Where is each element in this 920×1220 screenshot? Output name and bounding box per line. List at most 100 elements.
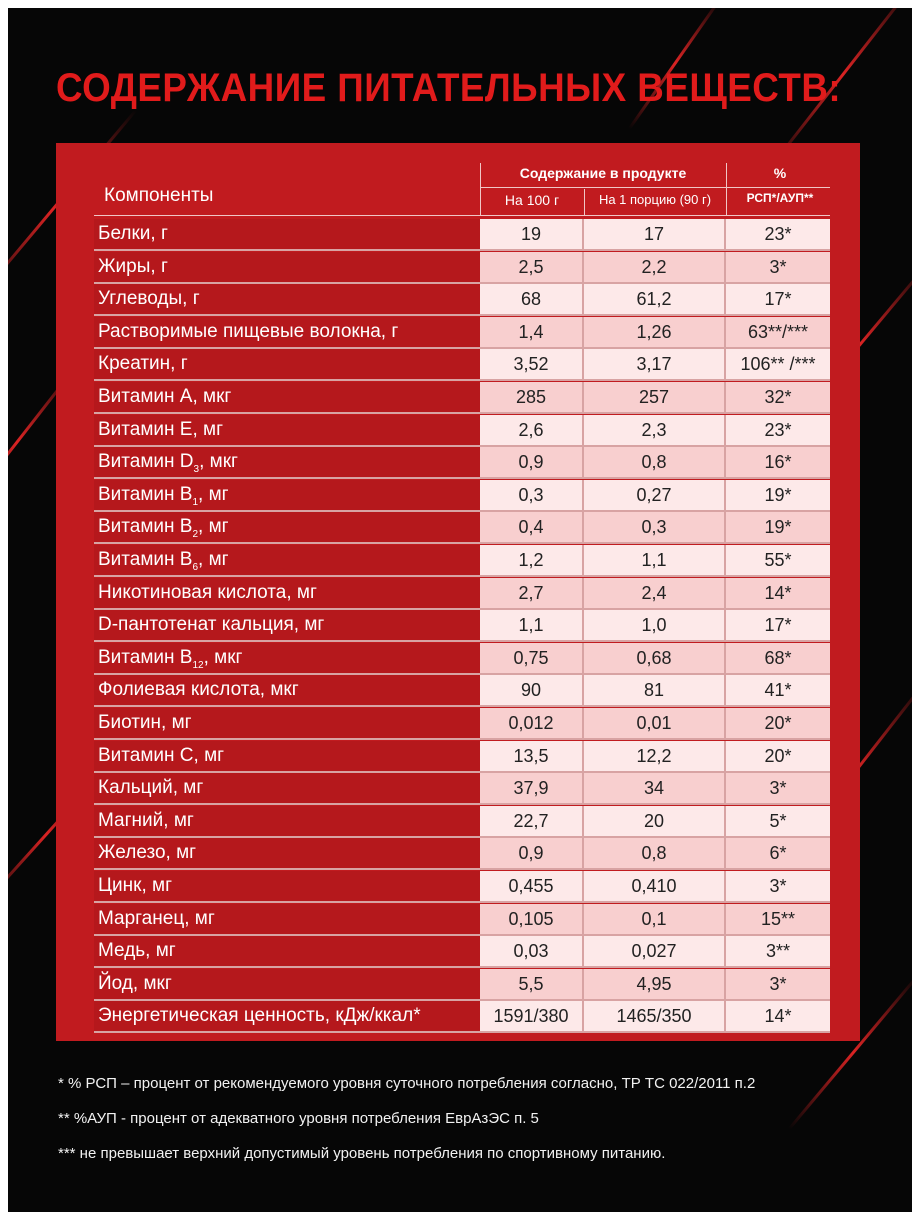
component-name: Витамин B6, мг <box>94 545 480 575</box>
value-per-portion: 1,26 <box>584 316 726 347</box>
component-name: Растворимые пищевые волокна, г <box>94 316 480 347</box>
value-per-portion: 257 <box>584 382 726 412</box>
header-per-100: На 100 г <box>504 192 560 208</box>
value-per-100g: 5,5 <box>480 968 584 999</box>
component-name: Креатин, г <box>94 349 480 380</box>
value-percent: 20* <box>726 708 830 738</box>
value-percent: 15** <box>726 903 830 934</box>
component-name: Никотиновая кислота, мг <box>94 577 480 608</box>
value-per-100g: 0,75 <box>480 642 584 673</box>
value-percent: 19* <box>726 479 830 510</box>
value-percent: 6* <box>726 838 830 869</box>
value-per-100g: 0,4 <box>480 512 584 543</box>
value-per-100g: 1,2 <box>480 545 584 575</box>
component-name-text: Углеводы, г <box>98 288 200 310</box>
component-name-subscript: 2 <box>192 529 199 541</box>
component-name: Витамин B1, мг <box>94 479 480 510</box>
value-per-portion: 0,8 <box>584 447 726 478</box>
component-name-unit: , мг <box>198 516 229 538</box>
table-row: Растворимые пищевые волокна, г 1,4 1,26 63*… <box>94 316 830 349</box>
value-per-portion: 3,17 <box>584 349 726 380</box>
component-name-text: Биотин, мг <box>98 712 192 733</box>
value-per-portion: 1,1 <box>584 545 726 575</box>
header-components: Компоненты <box>104 185 214 206</box>
value-percent: 17* <box>726 610 830 641</box>
component-name-subscript: 3 <box>193 463 200 475</box>
component-name-text: Марганец, мг <box>98 907 215 929</box>
table-row: Никотиновая кислота, мг 2,7 2,4 14* <box>94 577 830 610</box>
table-row: Углеводы, г 68 61,2 17* <box>94 284 830 317</box>
table-row: Витамин B12, мкг 0,75 0,68 68* <box>94 642 830 675</box>
value-per-portion: 1465/350 <box>584 1001 726 1032</box>
value-percent: 55* <box>726 545 830 575</box>
value-per-100g: 0,9 <box>480 838 584 869</box>
header-content-group: Содержание в продукте <box>519 165 687 181</box>
value-per-100g: 90 <box>480 675 584 706</box>
value-percent: 23* <box>726 414 830 445</box>
value-percent: 16* <box>726 447 830 478</box>
value-per-portion: 0,8 <box>584 838 726 869</box>
component-name-text: Фолиевая кислота, мкг <box>98 679 299 701</box>
table-row: D-пантотенат кальция, мг 1,1 1,0 17* <box>94 610 830 643</box>
component-name: Витамин B12, мкг <box>94 642 480 673</box>
component-name: Белки, г <box>94 219 480 249</box>
table-row: Фолиевая кислота, мкг 90 81 41* <box>94 675 830 708</box>
table-row: Витамин B1, мг 0,3 0,27 19* <box>94 479 830 512</box>
component-name-text: Энергетическая ценность, кДж/ккал* <box>98 1005 421 1027</box>
value-percent: 41* <box>726 675 830 706</box>
component-name-subscript: 6 <box>192 561 199 573</box>
table-row: Витамин А, мкг 285 257 32* <box>94 382 830 414</box>
component-name: D-пантотенат кальция, мг <box>94 610 480 641</box>
value-per-100g: 0,9 <box>480 447 584 478</box>
value-per-portion: 0,1 <box>584 903 726 934</box>
value-per-portion: 4,95 <box>584 968 726 999</box>
value-per-100g: 2,5 <box>480 251 584 282</box>
value-percent: 68* <box>726 642 830 673</box>
component-name-text: Медь, мг <box>98 940 176 962</box>
value-per-100g: 285 <box>480 382 584 412</box>
component-name: Жиры, г <box>94 251 480 282</box>
header-per-portion: На 1 порцию (90 г) <box>598 192 712 207</box>
value-percent: 32* <box>726 382 830 412</box>
value-per-100g: 0,455 <box>480 871 584 901</box>
value-per-portion: 0,68 <box>584 642 726 673</box>
component-name: Витамин B2, мг <box>94 512 480 543</box>
component-name-unit: , мг <box>198 549 229 570</box>
value-per-100g: 1,4 <box>480 316 584 347</box>
component-name: Углеводы, г <box>94 284 480 315</box>
value-percent: 3* <box>726 773 830 804</box>
component-name-text: Витамин B <box>98 646 193 668</box>
value-percent: 106** /*** <box>726 349 830 380</box>
table-row: Энергетическая ценность, кДж/ккал* 1591/3… <box>94 1001 830 1034</box>
table-row: Медь, мг 0,03 0,027 3** <box>94 936 830 969</box>
value-per-100g: 13,5 <box>480 740 584 771</box>
table-row: Железо, мг 0,9 0,8 6* <box>94 838 830 871</box>
footnote: *** не превышает верхний допустимый уров… <box>58 1145 666 1162</box>
component-name-subscript: 12 <box>192 659 204 671</box>
component-name: Фолиевая кислота, мкг <box>94 675 480 706</box>
component-name: Кальций, мг <box>94 773 480 804</box>
component-name: Витамин С, мг <box>94 740 480 771</box>
value-per-100g: 3,52 <box>480 349 584 380</box>
value-per-100g: 0,03 <box>480 936 584 967</box>
component-name: Йод, мкг <box>94 968 480 999</box>
value-percent: 17* <box>726 284 830 315</box>
component-name-text: Креатин, г <box>98 353 188 375</box>
value-per-portion: 2,3 <box>584 414 726 445</box>
value-per-100g: 0,3 <box>480 479 584 510</box>
component-name: Витамин Е, мг <box>94 414 480 445</box>
table-row: Витамин С, мг 13,5 12,2 20* <box>94 740 830 773</box>
value-per-100g: 68 <box>480 284 584 315</box>
value-per-portion: 0,410 <box>584 871 726 901</box>
component-name-text: Белки, г <box>98 223 168 244</box>
header-divider <box>584 189 585 215</box>
value-per-100g: 0,105 <box>480 903 584 934</box>
value-per-100g: 2,7 <box>480 577 584 608</box>
component-name-unit: , мг <box>198 483 229 505</box>
value-per-portion: 17 <box>584 219 726 249</box>
component-name-text: Витамин B <box>98 516 193 538</box>
nutrition-table: Компоненты Содержание в продукте % РСП*/… <box>56 143 860 1041</box>
component-name-text: Кальций, мг <box>98 777 204 799</box>
value-percent: 20* <box>726 740 830 771</box>
header-percent-label: РСП*/АУП** <box>746 191 814 205</box>
